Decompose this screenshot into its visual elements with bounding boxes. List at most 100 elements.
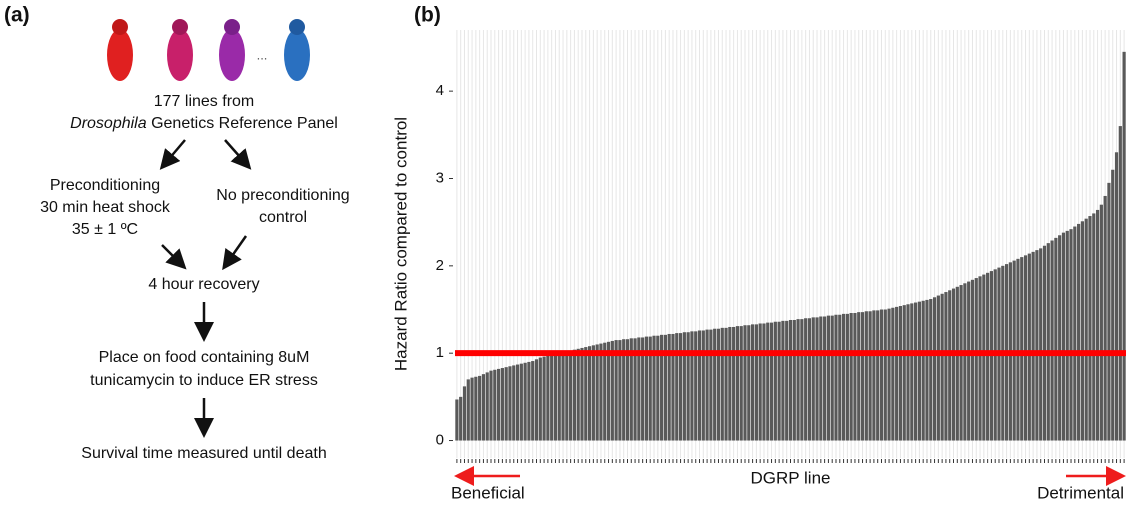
source-italic: Drosophila xyxy=(70,115,147,132)
bar xyxy=(982,275,985,441)
bar xyxy=(1066,231,1069,441)
bar xyxy=(785,321,788,441)
bar xyxy=(914,303,917,441)
step-text: Place on food containing 8uM xyxy=(99,349,310,366)
fly-icons xyxy=(107,19,310,81)
bar xyxy=(732,327,735,441)
bar xyxy=(1047,243,1050,440)
bar xyxy=(694,331,697,440)
bar xyxy=(952,289,955,441)
bar xyxy=(778,322,781,441)
bar xyxy=(740,326,743,440)
bar xyxy=(561,352,564,440)
bar xyxy=(1069,229,1072,440)
bar xyxy=(542,357,545,441)
y-tick-label: 0 xyxy=(436,431,444,448)
bar xyxy=(1024,255,1027,440)
bar xyxy=(459,397,462,441)
bar xyxy=(1054,238,1057,441)
bar xyxy=(861,312,864,440)
step-text: Survival time measured until death xyxy=(81,445,326,462)
bar xyxy=(702,330,705,440)
y-tick-label: 2 xyxy=(436,257,444,274)
bar xyxy=(501,368,504,440)
bar xyxy=(956,287,959,441)
bar xyxy=(512,365,515,440)
panel-a: (a) ... 177 lines from Drosophila Geneti… xyxy=(4,4,350,463)
bar xyxy=(531,361,534,440)
bar xyxy=(925,300,928,441)
bar xyxy=(580,348,583,441)
bar xyxy=(815,317,818,440)
bar xyxy=(592,345,595,440)
bar xyxy=(671,334,674,441)
bar xyxy=(906,304,909,440)
bar xyxy=(804,318,807,440)
bar xyxy=(603,343,606,441)
bar xyxy=(1043,246,1046,441)
bar xyxy=(687,332,690,440)
bar xyxy=(1039,248,1042,440)
panel-label: (b) xyxy=(414,4,441,27)
bar xyxy=(838,315,841,441)
step-text: tunicamycin to induce ER stress xyxy=(90,372,318,389)
bar xyxy=(493,370,496,441)
bar xyxy=(1073,227,1076,441)
y-tick-label: 1 xyxy=(436,344,444,361)
bar xyxy=(1085,219,1088,441)
bar xyxy=(554,354,557,440)
bar xyxy=(607,342,610,441)
bar xyxy=(1020,257,1023,440)
bar xyxy=(470,378,473,441)
bar xyxy=(717,329,720,441)
bar xyxy=(1123,52,1126,441)
bar xyxy=(948,290,951,440)
bar xyxy=(588,346,591,440)
bar xyxy=(577,349,580,441)
bar xyxy=(599,344,602,441)
bar xyxy=(1032,252,1035,441)
bar xyxy=(520,364,523,441)
bar xyxy=(1092,213,1095,440)
bar xyxy=(827,316,830,441)
bar xyxy=(527,362,530,441)
bar xyxy=(929,299,932,441)
branch-text: No preconditioning xyxy=(216,187,349,204)
annotation: Beneficial xyxy=(451,483,525,502)
bar xyxy=(1088,216,1091,440)
bar xyxy=(986,273,989,441)
bar xyxy=(963,283,966,440)
bar xyxy=(762,323,765,440)
bar xyxy=(960,285,963,440)
y-axis-label: Hazard Ratio compared to control xyxy=(391,117,410,371)
bar xyxy=(774,322,777,441)
bar xyxy=(1096,210,1099,441)
bar xyxy=(880,310,883,441)
bar xyxy=(463,386,466,440)
y-tick-label: 3 xyxy=(436,169,444,186)
bar xyxy=(1050,241,1053,441)
source-text: 177 lines from xyxy=(154,93,255,110)
bar xyxy=(793,320,796,441)
bar xyxy=(1028,254,1031,441)
bar xyxy=(891,308,894,441)
bar xyxy=(675,333,678,440)
bar xyxy=(698,330,701,440)
bar xyxy=(668,334,671,441)
bar xyxy=(812,317,815,440)
bar xyxy=(1115,152,1118,440)
bar xyxy=(869,311,872,440)
source-text: Drosophila Genetics Reference Panel xyxy=(70,115,338,132)
bar xyxy=(770,323,773,441)
bar xyxy=(743,325,746,440)
bar xyxy=(944,292,947,440)
bar xyxy=(903,305,906,440)
bar xyxy=(1035,250,1038,440)
bar xyxy=(728,327,731,441)
bar xyxy=(823,316,826,440)
bar xyxy=(933,297,936,440)
bar xyxy=(910,303,913,440)
bar xyxy=(808,318,811,440)
bar xyxy=(505,367,508,440)
